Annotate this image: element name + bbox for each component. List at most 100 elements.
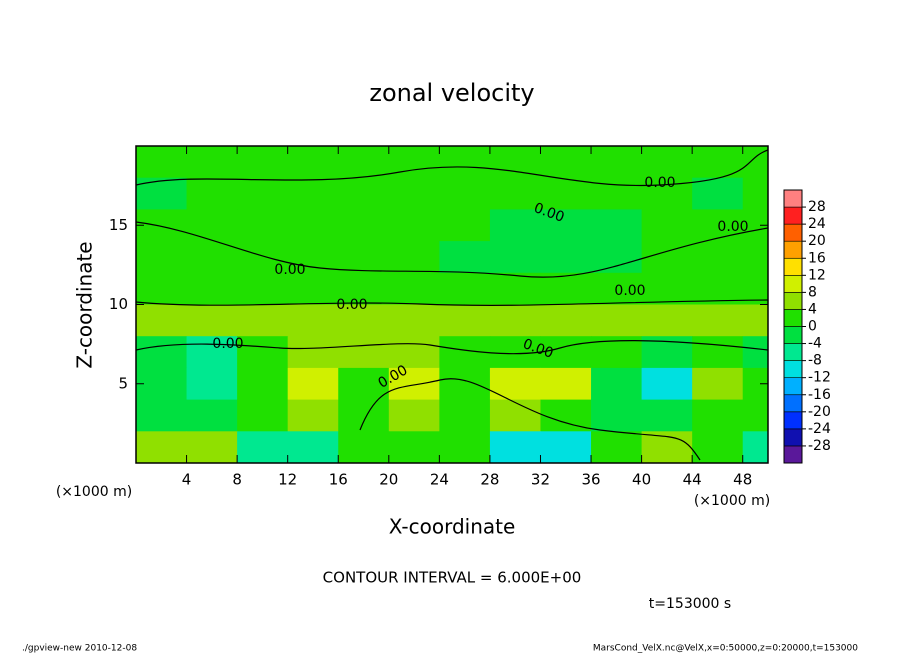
field-cell bbox=[540, 146, 592, 179]
colorbar-tick-label: 8 bbox=[808, 284, 817, 300]
field-cell bbox=[237, 272, 289, 305]
field-cell bbox=[489, 367, 541, 401]
field-cell bbox=[287, 431, 339, 463]
colorbar-bin bbox=[783, 309, 803, 327]
contour-line bbox=[136, 299, 768, 306]
field-cell bbox=[186, 431, 238, 463]
field-cell bbox=[692, 272, 744, 305]
field-cell bbox=[641, 272, 693, 305]
field-cell bbox=[641, 146, 693, 179]
field-cell bbox=[136, 336, 188, 369]
colorbar-bin bbox=[783, 292, 803, 310]
field-cell bbox=[742, 241, 768, 274]
field-cell bbox=[742, 304, 768, 337]
x-axis-label: X-coordinate bbox=[389, 515, 516, 539]
contour-label: 0.00 bbox=[614, 283, 645, 299]
field-cell bbox=[489, 399, 541, 432]
field-cell bbox=[388, 336, 440, 369]
field-cell bbox=[388, 272, 440, 305]
contour-label: 0.00 bbox=[717, 219, 748, 235]
x-tick-label: 48 bbox=[733, 471, 752, 489]
field-cell bbox=[287, 304, 339, 337]
field-cell bbox=[742, 177, 768, 210]
field-cell bbox=[136, 304, 188, 337]
field-cell bbox=[237, 336, 289, 369]
field-cell bbox=[388, 431, 440, 463]
field-cell bbox=[287, 272, 339, 305]
contour-line bbox=[359, 378, 701, 461]
field-cell bbox=[591, 146, 643, 179]
field-cell bbox=[338, 304, 390, 337]
colorbar-tick-label: -8 bbox=[808, 353, 822, 369]
y-tick-label: 10 bbox=[109, 295, 128, 313]
field-cell bbox=[489, 209, 541, 242]
x-tick-label: 16 bbox=[329, 471, 348, 489]
chart-title: zonal velocity bbox=[369, 79, 534, 107]
field-cell bbox=[641, 367, 693, 401]
x-tick-label: 28 bbox=[480, 471, 499, 489]
field-cell bbox=[186, 304, 238, 337]
field-cell bbox=[388, 209, 440, 242]
field-cell bbox=[439, 177, 491, 210]
field-cell bbox=[591, 209, 643, 242]
field-cell bbox=[591, 367, 643, 401]
field-cell bbox=[591, 304, 643, 337]
field-cell bbox=[591, 177, 643, 210]
footer-right: MarsCond_VelX.nc@VelX,x=0:50000,z=0:2000… bbox=[593, 644, 858, 654]
field-cell bbox=[540, 399, 592, 432]
field-cell bbox=[287, 177, 339, 210]
field-cell bbox=[237, 431, 289, 463]
colorbar-tick-label: 16 bbox=[808, 250, 826, 266]
x-unit: (×1000 m) bbox=[694, 493, 770, 509]
x-tick-label: 24 bbox=[430, 471, 449, 489]
field-cell bbox=[591, 241, 643, 274]
x-tick-label: 32 bbox=[531, 471, 550, 489]
y-unit: (×1000 m) bbox=[56, 484, 132, 500]
colorbar-bin bbox=[783, 428, 803, 447]
colorbar-bin bbox=[783, 377, 803, 396]
field-cell bbox=[439, 367, 491, 401]
field-cell bbox=[540, 272, 592, 305]
colorbar-tick-label: -28 bbox=[808, 438, 831, 454]
field-cell bbox=[489, 272, 541, 305]
field-cell bbox=[692, 146, 744, 179]
field-cell bbox=[237, 177, 289, 210]
field-cell bbox=[540, 241, 592, 274]
field-cell bbox=[692, 177, 744, 210]
field-cell bbox=[237, 241, 289, 274]
field-cell bbox=[136, 272, 188, 305]
colorbar-bin bbox=[783, 223, 803, 242]
field-cell bbox=[338, 336, 390, 369]
field-cell bbox=[136, 431, 188, 463]
x-tick-label: 20 bbox=[379, 471, 398, 489]
field-cell bbox=[186, 399, 238, 432]
contour-line bbox=[136, 340, 768, 355]
colorbar-bin bbox=[783, 275, 803, 293]
field-cell bbox=[338, 399, 390, 432]
field-cell bbox=[388, 241, 440, 274]
field-cell bbox=[136, 177, 188, 210]
colorbar-tick-label: 24 bbox=[808, 216, 826, 232]
field-cell bbox=[591, 272, 643, 305]
field-cell bbox=[439, 272, 491, 305]
field-cell bbox=[136, 209, 188, 242]
colorbar-bin bbox=[783, 360, 803, 378]
field-cell bbox=[439, 241, 491, 274]
colorbar-bin bbox=[783, 240, 803, 259]
colorbar-tick-label: 12 bbox=[808, 267, 826, 283]
x-tick-label: 4 bbox=[182, 471, 192, 489]
field-cell bbox=[388, 304, 440, 337]
field-cell bbox=[692, 336, 744, 369]
field-cell bbox=[186, 272, 238, 305]
field-cell bbox=[338, 367, 390, 401]
colorbar-bin bbox=[783, 343, 803, 361]
contour-label: 0.00 bbox=[212, 336, 243, 352]
field-cell bbox=[439, 209, 491, 242]
colorbar-bin bbox=[783, 326, 803, 344]
field-cell bbox=[489, 431, 541, 463]
field-cell bbox=[540, 177, 592, 210]
contour-line bbox=[136, 149, 768, 187]
field-cell bbox=[287, 146, 339, 179]
field-cell bbox=[540, 367, 592, 401]
